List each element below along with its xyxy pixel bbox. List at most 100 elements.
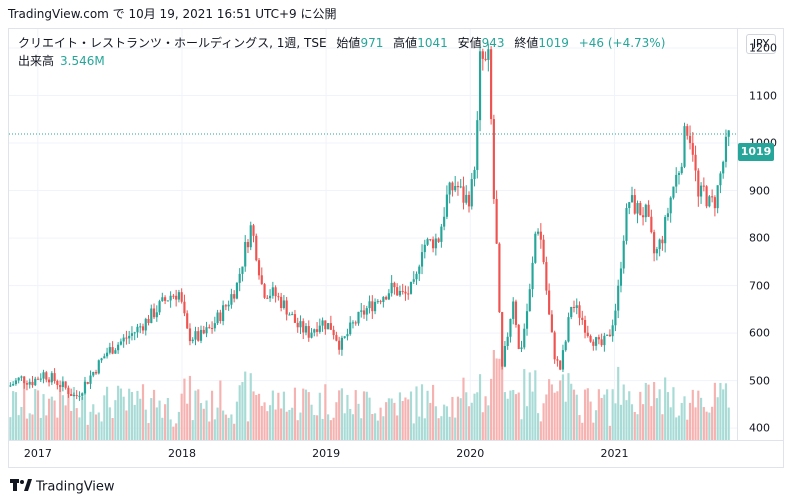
candle-body <box>64 381 67 388</box>
volume-bar <box>484 396 487 440</box>
price-chart[interactable] <box>9 29 737 440</box>
volume-bar <box>17 415 20 440</box>
volume-bar <box>443 404 446 440</box>
volume-bar <box>608 425 611 440</box>
volume-bar <box>346 394 349 440</box>
candle-body <box>260 275 263 285</box>
volume-bar <box>36 390 40 440</box>
volume-bar <box>385 402 388 440</box>
candle-body <box>390 282 393 294</box>
candle-body <box>514 301 518 325</box>
volume-bar <box>25 418 29 440</box>
candle-body <box>180 292 183 302</box>
candle-body <box>177 292 180 300</box>
volume-bar <box>164 404 167 440</box>
volume-bar <box>133 404 136 440</box>
candle-body <box>407 293 410 295</box>
volume-bar <box>465 392 468 440</box>
candle-body <box>329 323 332 330</box>
candle-body <box>128 335 131 339</box>
volume-bar <box>426 390 429 440</box>
volume-bar <box>315 415 319 440</box>
volume-bar <box>606 389 609 440</box>
candle-body <box>683 126 686 167</box>
volume-bar <box>617 366 620 440</box>
volume-bar <box>12 391 15 440</box>
volume-bar <box>233 423 236 440</box>
candle-body <box>338 340 341 350</box>
y-tick-label: 600 <box>749 326 770 340</box>
volume-bar <box>282 391 285 440</box>
candle-body <box>340 337 343 350</box>
candle-body <box>53 373 56 381</box>
candle-body <box>271 287 274 296</box>
volume-bar <box>59 386 62 440</box>
volume-bar <box>666 392 670 440</box>
candle-body <box>219 312 222 322</box>
volume-bar <box>238 385 241 440</box>
candle-body <box>586 332 589 336</box>
volume-bar <box>407 399 410 440</box>
candle-body <box>244 242 247 267</box>
price-axis[interactable]: 400500600700800900100011001200 <box>737 29 784 440</box>
volume-bar <box>213 419 216 440</box>
volume-bar <box>583 389 587 440</box>
volume-bar <box>20 406 23 440</box>
tradingview-logo-icon <box>10 479 32 495</box>
volume-bar <box>680 402 683 440</box>
volume-bar <box>327 414 330 440</box>
volume-bar <box>382 416 385 440</box>
candle-body <box>205 327 208 334</box>
candle-body <box>164 297 167 301</box>
high-value: 1041 <box>417 36 448 50</box>
volume-bar <box>141 384 145 440</box>
plot-area[interactable] <box>9 29 737 440</box>
candle-body <box>188 328 192 342</box>
volume-bar <box>255 395 258 440</box>
volume-bar <box>23 380 26 440</box>
volume-bar <box>390 398 393 440</box>
candle-body <box>589 335 592 342</box>
volume-bar <box>72 387 76 440</box>
volume-bar <box>351 414 355 440</box>
volume-bar <box>550 384 553 440</box>
volume-bar <box>191 420 194 440</box>
volume-bar <box>655 398 658 440</box>
candle-body <box>409 281 413 294</box>
candle-body <box>324 320 327 330</box>
volume-bar <box>578 415 581 440</box>
candle-body <box>553 332 556 360</box>
volume-bar <box>47 398 51 440</box>
candle-body <box>664 216 667 244</box>
open-value: 971 <box>360 36 384 50</box>
volume-bar <box>86 424 89 440</box>
candle-body <box>675 174 678 187</box>
candle-body <box>699 185 703 197</box>
volume-bar <box>559 380 562 440</box>
candle-body <box>570 306 573 318</box>
volume-bar <box>338 390 341 440</box>
volume-bar <box>172 426 175 440</box>
candle-body <box>467 194 471 207</box>
candle-body <box>625 208 628 241</box>
candle-body <box>125 337 128 339</box>
candle-body <box>139 326 142 328</box>
volume-bar <box>509 390 512 440</box>
low-value: 943 <box>481 36 505 50</box>
volume-bar <box>199 403 203 440</box>
candle-body <box>617 285 620 311</box>
volume-bar <box>581 422 584 440</box>
volume-bar <box>575 394 578 440</box>
volume-bar <box>128 388 131 440</box>
volume-bar <box>711 406 714 440</box>
brand-footer[interactable]: TradingView <box>10 479 115 495</box>
currency-button[interactable]: JPY <box>746 34 776 54</box>
candle-body <box>606 334 609 336</box>
volume-bar <box>647 384 650 440</box>
time-axis[interactable]: 2017 2018 2019 2020 2021 <box>9 440 783 468</box>
candle-body <box>520 347 523 349</box>
candle-body <box>274 287 277 297</box>
open-label: 始値 <box>336 36 361 50</box>
volume-bar <box>144 409 147 440</box>
low-label: 安値 <box>457 36 482 50</box>
